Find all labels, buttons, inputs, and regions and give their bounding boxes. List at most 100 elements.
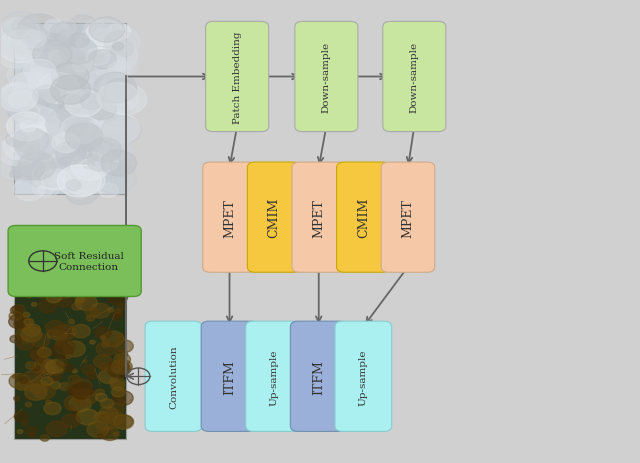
Circle shape (47, 330, 58, 338)
Circle shape (21, 105, 40, 118)
Circle shape (95, 56, 129, 81)
Circle shape (45, 38, 55, 46)
Circle shape (13, 90, 24, 98)
Circle shape (14, 20, 31, 33)
Circle shape (24, 385, 34, 391)
Text: Up-sample: Up-sample (359, 348, 368, 405)
Circle shape (68, 375, 81, 384)
Circle shape (95, 393, 107, 401)
Circle shape (46, 421, 67, 437)
Circle shape (60, 38, 97, 65)
Circle shape (12, 154, 52, 182)
Circle shape (105, 58, 136, 80)
Circle shape (111, 381, 125, 391)
Circle shape (53, 331, 67, 340)
Circle shape (92, 108, 128, 135)
Circle shape (51, 51, 79, 71)
Circle shape (10, 171, 22, 179)
Circle shape (71, 379, 92, 394)
Circle shape (65, 165, 106, 195)
Circle shape (0, 21, 38, 52)
Circle shape (28, 72, 58, 93)
Circle shape (104, 80, 137, 104)
Circle shape (96, 342, 116, 356)
Circle shape (84, 70, 122, 98)
Circle shape (50, 343, 73, 359)
Circle shape (21, 126, 47, 145)
Circle shape (42, 360, 51, 366)
Circle shape (39, 360, 44, 363)
Circle shape (51, 76, 91, 105)
Circle shape (22, 339, 29, 344)
Circle shape (21, 150, 48, 169)
Circle shape (112, 71, 125, 81)
Circle shape (24, 60, 56, 83)
Circle shape (13, 396, 20, 401)
Circle shape (100, 336, 106, 339)
Text: ITFM: ITFM (223, 359, 236, 394)
Circle shape (76, 409, 99, 425)
FancyBboxPatch shape (292, 163, 346, 273)
Circle shape (111, 342, 116, 345)
Circle shape (21, 420, 28, 425)
Circle shape (86, 315, 95, 321)
Circle shape (25, 384, 47, 400)
Circle shape (45, 20, 63, 33)
Circle shape (31, 122, 61, 144)
Circle shape (0, 87, 41, 116)
Circle shape (113, 43, 124, 51)
Circle shape (95, 327, 111, 339)
Circle shape (55, 142, 86, 165)
Circle shape (45, 360, 65, 374)
Circle shape (38, 360, 58, 374)
Circle shape (108, 88, 133, 106)
Circle shape (93, 163, 136, 194)
Circle shape (99, 407, 118, 421)
Circle shape (18, 163, 33, 175)
Circle shape (63, 365, 74, 372)
Circle shape (99, 363, 109, 371)
Circle shape (117, 304, 125, 310)
Circle shape (116, 334, 125, 342)
Circle shape (33, 86, 60, 106)
Circle shape (108, 93, 128, 107)
Circle shape (58, 95, 84, 113)
Circle shape (83, 161, 94, 169)
Circle shape (40, 90, 52, 98)
Circle shape (45, 361, 65, 375)
Circle shape (86, 49, 110, 66)
Circle shape (51, 158, 69, 172)
Circle shape (86, 20, 123, 46)
Circle shape (101, 116, 141, 145)
Circle shape (27, 68, 58, 90)
Circle shape (113, 432, 118, 436)
Circle shape (68, 65, 100, 88)
Circle shape (88, 52, 104, 64)
Circle shape (38, 348, 51, 357)
Circle shape (38, 294, 45, 299)
Circle shape (13, 178, 45, 201)
Circle shape (36, 74, 76, 102)
Circle shape (73, 390, 90, 402)
Circle shape (101, 151, 136, 177)
Circle shape (97, 83, 139, 113)
Circle shape (114, 354, 131, 366)
Circle shape (102, 342, 109, 348)
Circle shape (33, 367, 47, 377)
FancyBboxPatch shape (8, 226, 141, 297)
Circle shape (3, 135, 39, 161)
Circle shape (0, 31, 43, 63)
Circle shape (72, 303, 82, 311)
Circle shape (36, 370, 40, 374)
Circle shape (75, 389, 97, 405)
Circle shape (84, 124, 99, 134)
Circle shape (77, 29, 114, 55)
Text: ITFM: ITFM (312, 359, 325, 394)
Text: CMIM: CMIM (357, 198, 370, 238)
Circle shape (116, 340, 133, 353)
Circle shape (35, 47, 77, 78)
Bar (14, 291, 125, 438)
Circle shape (2, 13, 40, 40)
Circle shape (100, 427, 119, 440)
Circle shape (115, 415, 133, 428)
